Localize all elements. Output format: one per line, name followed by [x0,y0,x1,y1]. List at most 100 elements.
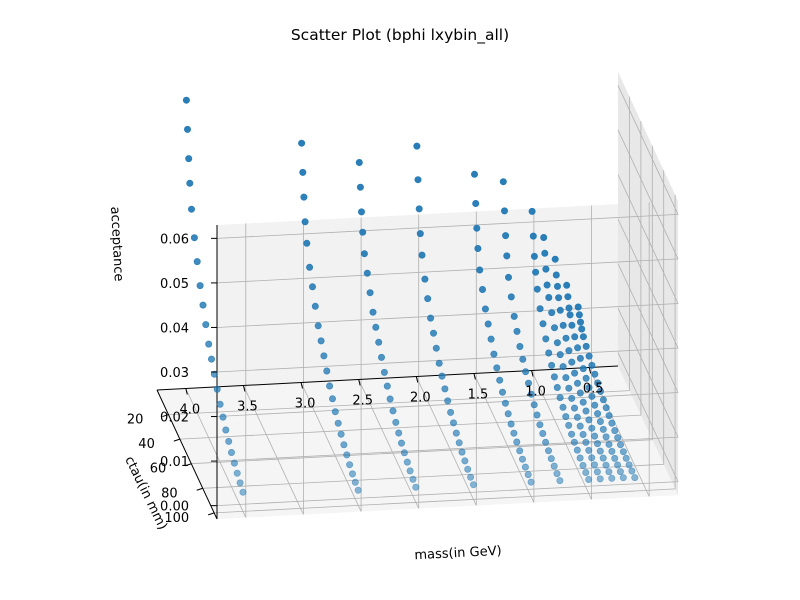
data-point [516,447,524,455]
grid-line-mass [300,217,362,512]
data-point [447,408,455,416]
data-point [356,183,364,191]
data-point [582,438,590,446]
data-point [524,379,532,387]
data-points [182,96,639,496]
x-tick-label: 2.5 [352,394,373,409]
data-point [510,429,518,437]
x-tick-mark [185,388,188,395]
data-point [573,379,581,387]
data-point [631,474,639,482]
data-point [579,398,587,406]
grid-line-mass [531,205,592,500]
data-point [553,339,561,347]
data-point [317,337,325,345]
data-point [628,467,636,475]
data-point [578,325,586,333]
data-point [504,273,512,281]
data-point [354,486,362,494]
data-point [239,488,247,496]
data-point [552,271,560,279]
x-axis-label: mass(in GeV) [414,544,502,564]
y-tick-mark [207,512,215,516]
z-tick-label: 0.00 [160,500,189,515]
z-tick-label: 0.04 [160,321,189,336]
y-tick-mark [173,438,181,442]
data-point [464,465,472,473]
data-point [507,293,515,301]
data-point [314,322,322,330]
x-tick-mark [415,376,419,383]
data-point [602,433,610,441]
data-point [230,459,238,467]
grid-line-mass [473,208,535,503]
grid-lines [168,85,679,518]
data-point [343,451,351,459]
data-point [542,335,550,343]
data-point [438,372,446,380]
data-point [579,461,587,469]
data-point [346,461,354,469]
data-point [539,429,547,437]
y-tick-label: 60 [150,462,167,477]
data-point [596,387,604,395]
data-point [545,349,553,357]
data-point [565,304,573,312]
data-point [473,224,481,232]
data-point [576,454,584,462]
data-point [516,342,524,350]
data-point [501,399,509,407]
data-point [427,314,435,322]
data-point [599,425,607,433]
grid-line-mass [588,202,650,497]
data-point [588,361,596,369]
data-point [470,170,478,178]
data-point [524,471,532,479]
data-point [593,440,601,448]
data-point [536,305,544,313]
data-point [298,139,306,147]
data-point [400,449,408,457]
data-point [340,441,348,449]
data-point [542,438,550,446]
grid-line-acceptance [216,307,679,462]
data-point [320,352,328,360]
data-point [559,403,567,411]
data-point [441,385,449,393]
y-tick-label: 100 [164,511,189,526]
data-point [308,283,316,291]
data-point [513,438,521,446]
data-point [392,418,400,426]
data-point [518,455,526,463]
data-point [383,382,391,390]
data-point [334,419,342,427]
data-point [496,376,504,384]
x-tick-mark [588,367,592,374]
data-point [236,479,244,487]
grid-line-mass [358,214,420,509]
data-point [582,468,590,476]
y-tick-mark [196,487,203,491]
data-point [559,363,567,371]
data-point [582,407,590,415]
data-point [449,419,457,427]
chart-title: Scatter Plot (bphi lxybin_all) [291,26,509,45]
data-point [566,311,574,319]
data-point [556,394,564,402]
data-point [579,365,587,373]
data-point [311,302,319,310]
data-point [219,413,227,421]
data-point [568,321,576,329]
z-tick-label: 0.05 [160,277,189,292]
data-point [542,265,550,273]
data-point [202,321,210,329]
data-point [351,478,359,486]
x-tick-label: 1.0 [525,385,546,400]
data-point [424,295,432,303]
data-point [619,448,627,456]
data-point [616,468,624,476]
z-tick-label: 0.02 [160,411,189,426]
data-point [556,351,564,359]
data-point [579,430,587,438]
